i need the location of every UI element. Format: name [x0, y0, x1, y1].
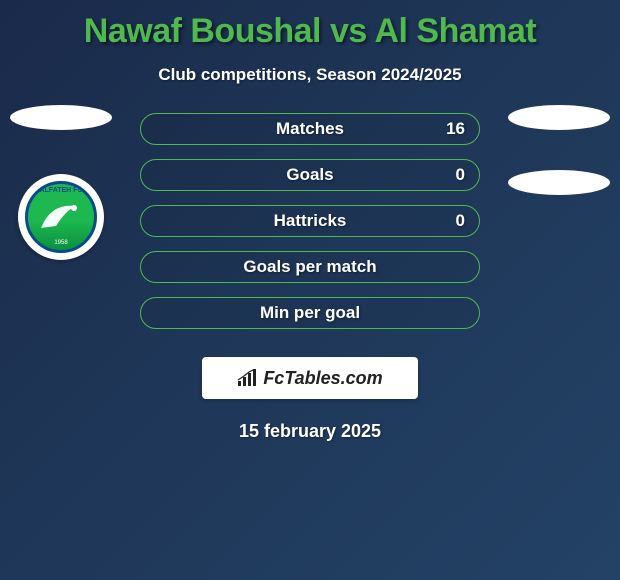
page-title: Nawaf Boushal vs Al Shamat [0, 0, 620, 51]
stat-value: 16 [446, 119, 465, 139]
stat-label: Min per goal [260, 303, 360, 323]
page-subtitle: Club competitions, Season 2024/2025 [0, 65, 620, 85]
player2-avatar-placeholder [508, 105, 610, 130]
club-name: ALFATEH FC [28, 187, 94, 194]
date: 15 february 2025 [0, 421, 620, 442]
stat-label: Goals per match [243, 257, 376, 277]
stat-row-goals-per-match: Goals per match [140, 251, 480, 283]
club-logo-swoosh-icon [36, 198, 86, 234]
brand-box: FcTables.com [202, 357, 418, 399]
stat-value: 0 [456, 211, 465, 231]
right-player-col [504, 105, 614, 195]
stat-row-min-per-goal: Min per goal [140, 297, 480, 329]
club-logo: ALFATEH FC 1958 [18, 174, 104, 260]
stat-label: Matches [276, 119, 344, 139]
stat-value: 0 [456, 165, 465, 185]
club-year: 1958 [28, 240, 94, 246]
brand-text: FcTables.com [263, 368, 382, 389]
left-player-col: ALFATEH FC 1958 [6, 105, 116, 260]
stat-row-matches: Matches 16 [140, 113, 480, 145]
stat-label: Goals [286, 165, 333, 185]
stat-rows: Matches 16 Goals 0 Hattricks 0 Goals per… [140, 113, 480, 329]
brand-chart-icon [237, 369, 259, 387]
stats-container: ALFATEH FC 1958 Matches 16 Goals 0 Hattr… [0, 113, 620, 329]
club-logo-inner: ALFATEH FC 1958 [25, 181, 97, 253]
player2-club-placeholder [508, 170, 610, 195]
stat-row-goals: Goals 0 [140, 159, 480, 191]
stat-label: Hattricks [274, 211, 347, 231]
player1-avatar-placeholder [10, 105, 112, 130]
stat-row-hattricks: Hattricks 0 [140, 205, 480, 237]
